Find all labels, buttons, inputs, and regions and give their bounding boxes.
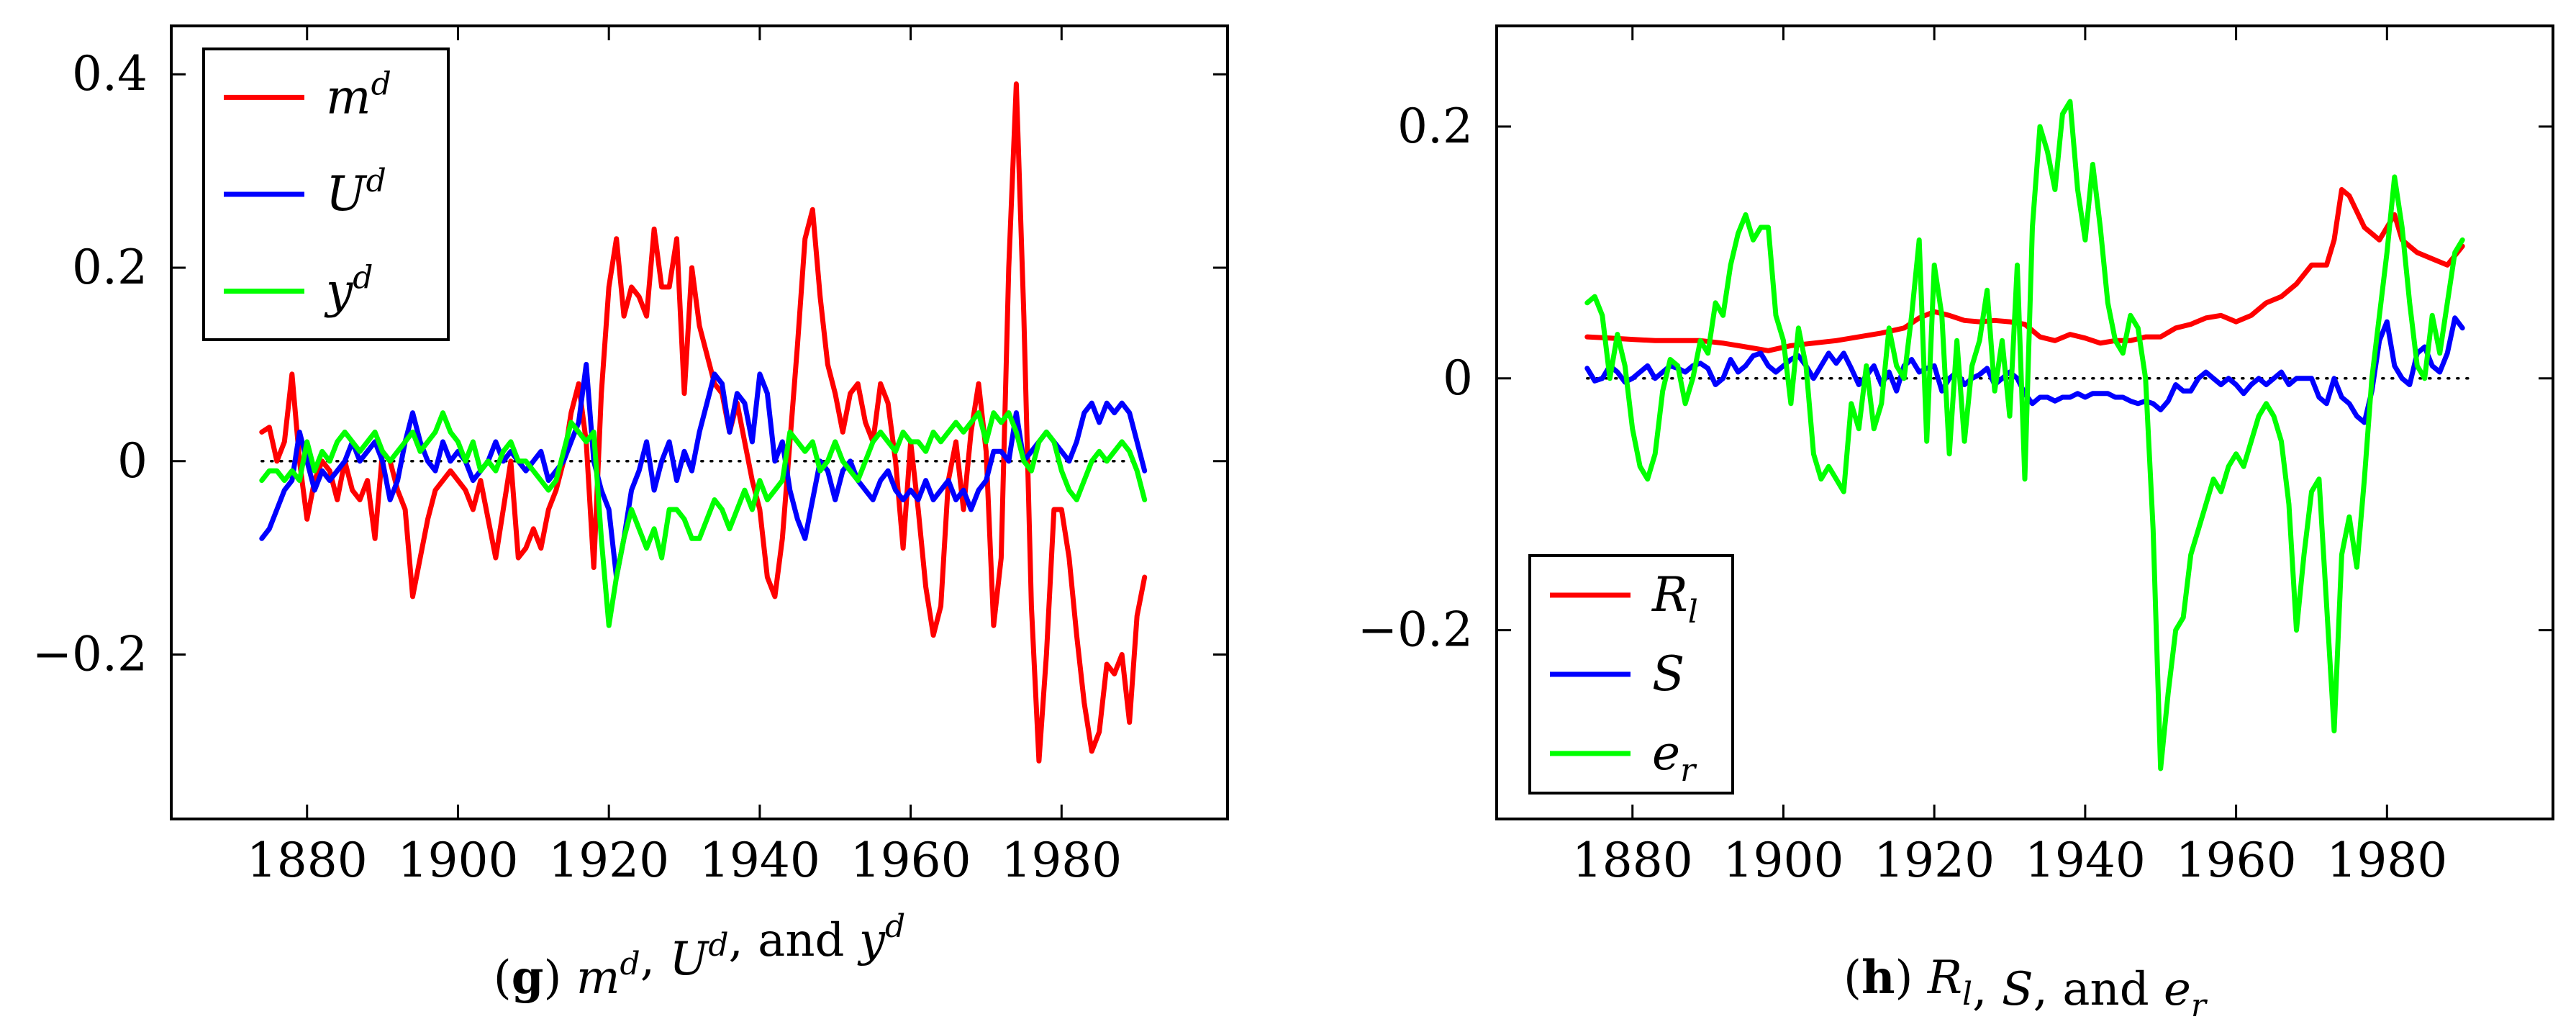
series-line-md — [259, 81, 1148, 764]
legend-label: Ud — [326, 163, 386, 222]
y-tick-label: 0 — [1443, 350, 1473, 406]
series-line-er — [1584, 99, 2465, 771]
x-tick-label: 1920 — [1874, 833, 1995, 888]
y-tick-label: 0.4 — [72, 46, 148, 101]
panel-caption: (h) Rl, S, and er — [1843, 951, 2208, 1024]
x-tick-label: 1960 — [2176, 833, 2297, 888]
y-tick-label: −0.2 — [1358, 602, 1473, 658]
x-tick-label: 1880 — [247, 833, 368, 888]
y-tick-label: 0.2 — [1397, 99, 1473, 154]
y-tick-label: −0.2 — [32, 627, 148, 682]
chart-panel-h: 1880 1900 1920 1940 1960 1980 −0.2 0 0.2 Rl Ser (h)… — [1358, 24, 2554, 1024]
x-tick-label: 1940 — [2025, 833, 2146, 888]
x-tick-label: 1900 — [397, 833, 518, 888]
plot-frame — [170, 24, 1229, 820]
y-tick-label: 0 — [117, 433, 148, 489]
x-tick-label: 1920 — [548, 833, 669, 888]
x-tick-label: 1900 — [1723, 833, 1843, 888]
series-line-yd — [259, 410, 1148, 628]
legend-label: er — [1652, 725, 1697, 789]
legend-label: md — [326, 65, 391, 125]
series-line-S — [1584, 315, 2465, 425]
panel-caption: (g) md, Ud, and yd — [494, 908, 905, 1005]
x-tick-label: 1940 — [699, 833, 820, 888]
series-line-Ud — [259, 361, 1148, 580]
legend-label: yd — [324, 260, 373, 319]
legend-label: S — [1652, 646, 1684, 702]
x-tick-label: 1980 — [2326, 833, 2447, 888]
chart-panel-g: 1880 1900 1920 1940 1960 1980 −0.2 0 0.2 0.4 md Ud y… — [32, 24, 1229, 1005]
y-tick-label: 0.2 — [72, 240, 148, 295]
x-tick-label: 1880 — [1572, 833, 1693, 888]
series-line-Rl — [1584, 186, 2465, 353]
x-tick-label: 1960 — [851, 833, 971, 888]
legend-label: Rl — [1651, 567, 1698, 630]
x-tick-label: 1980 — [1001, 833, 1122, 888]
plot-frame — [1495, 24, 2554, 820]
